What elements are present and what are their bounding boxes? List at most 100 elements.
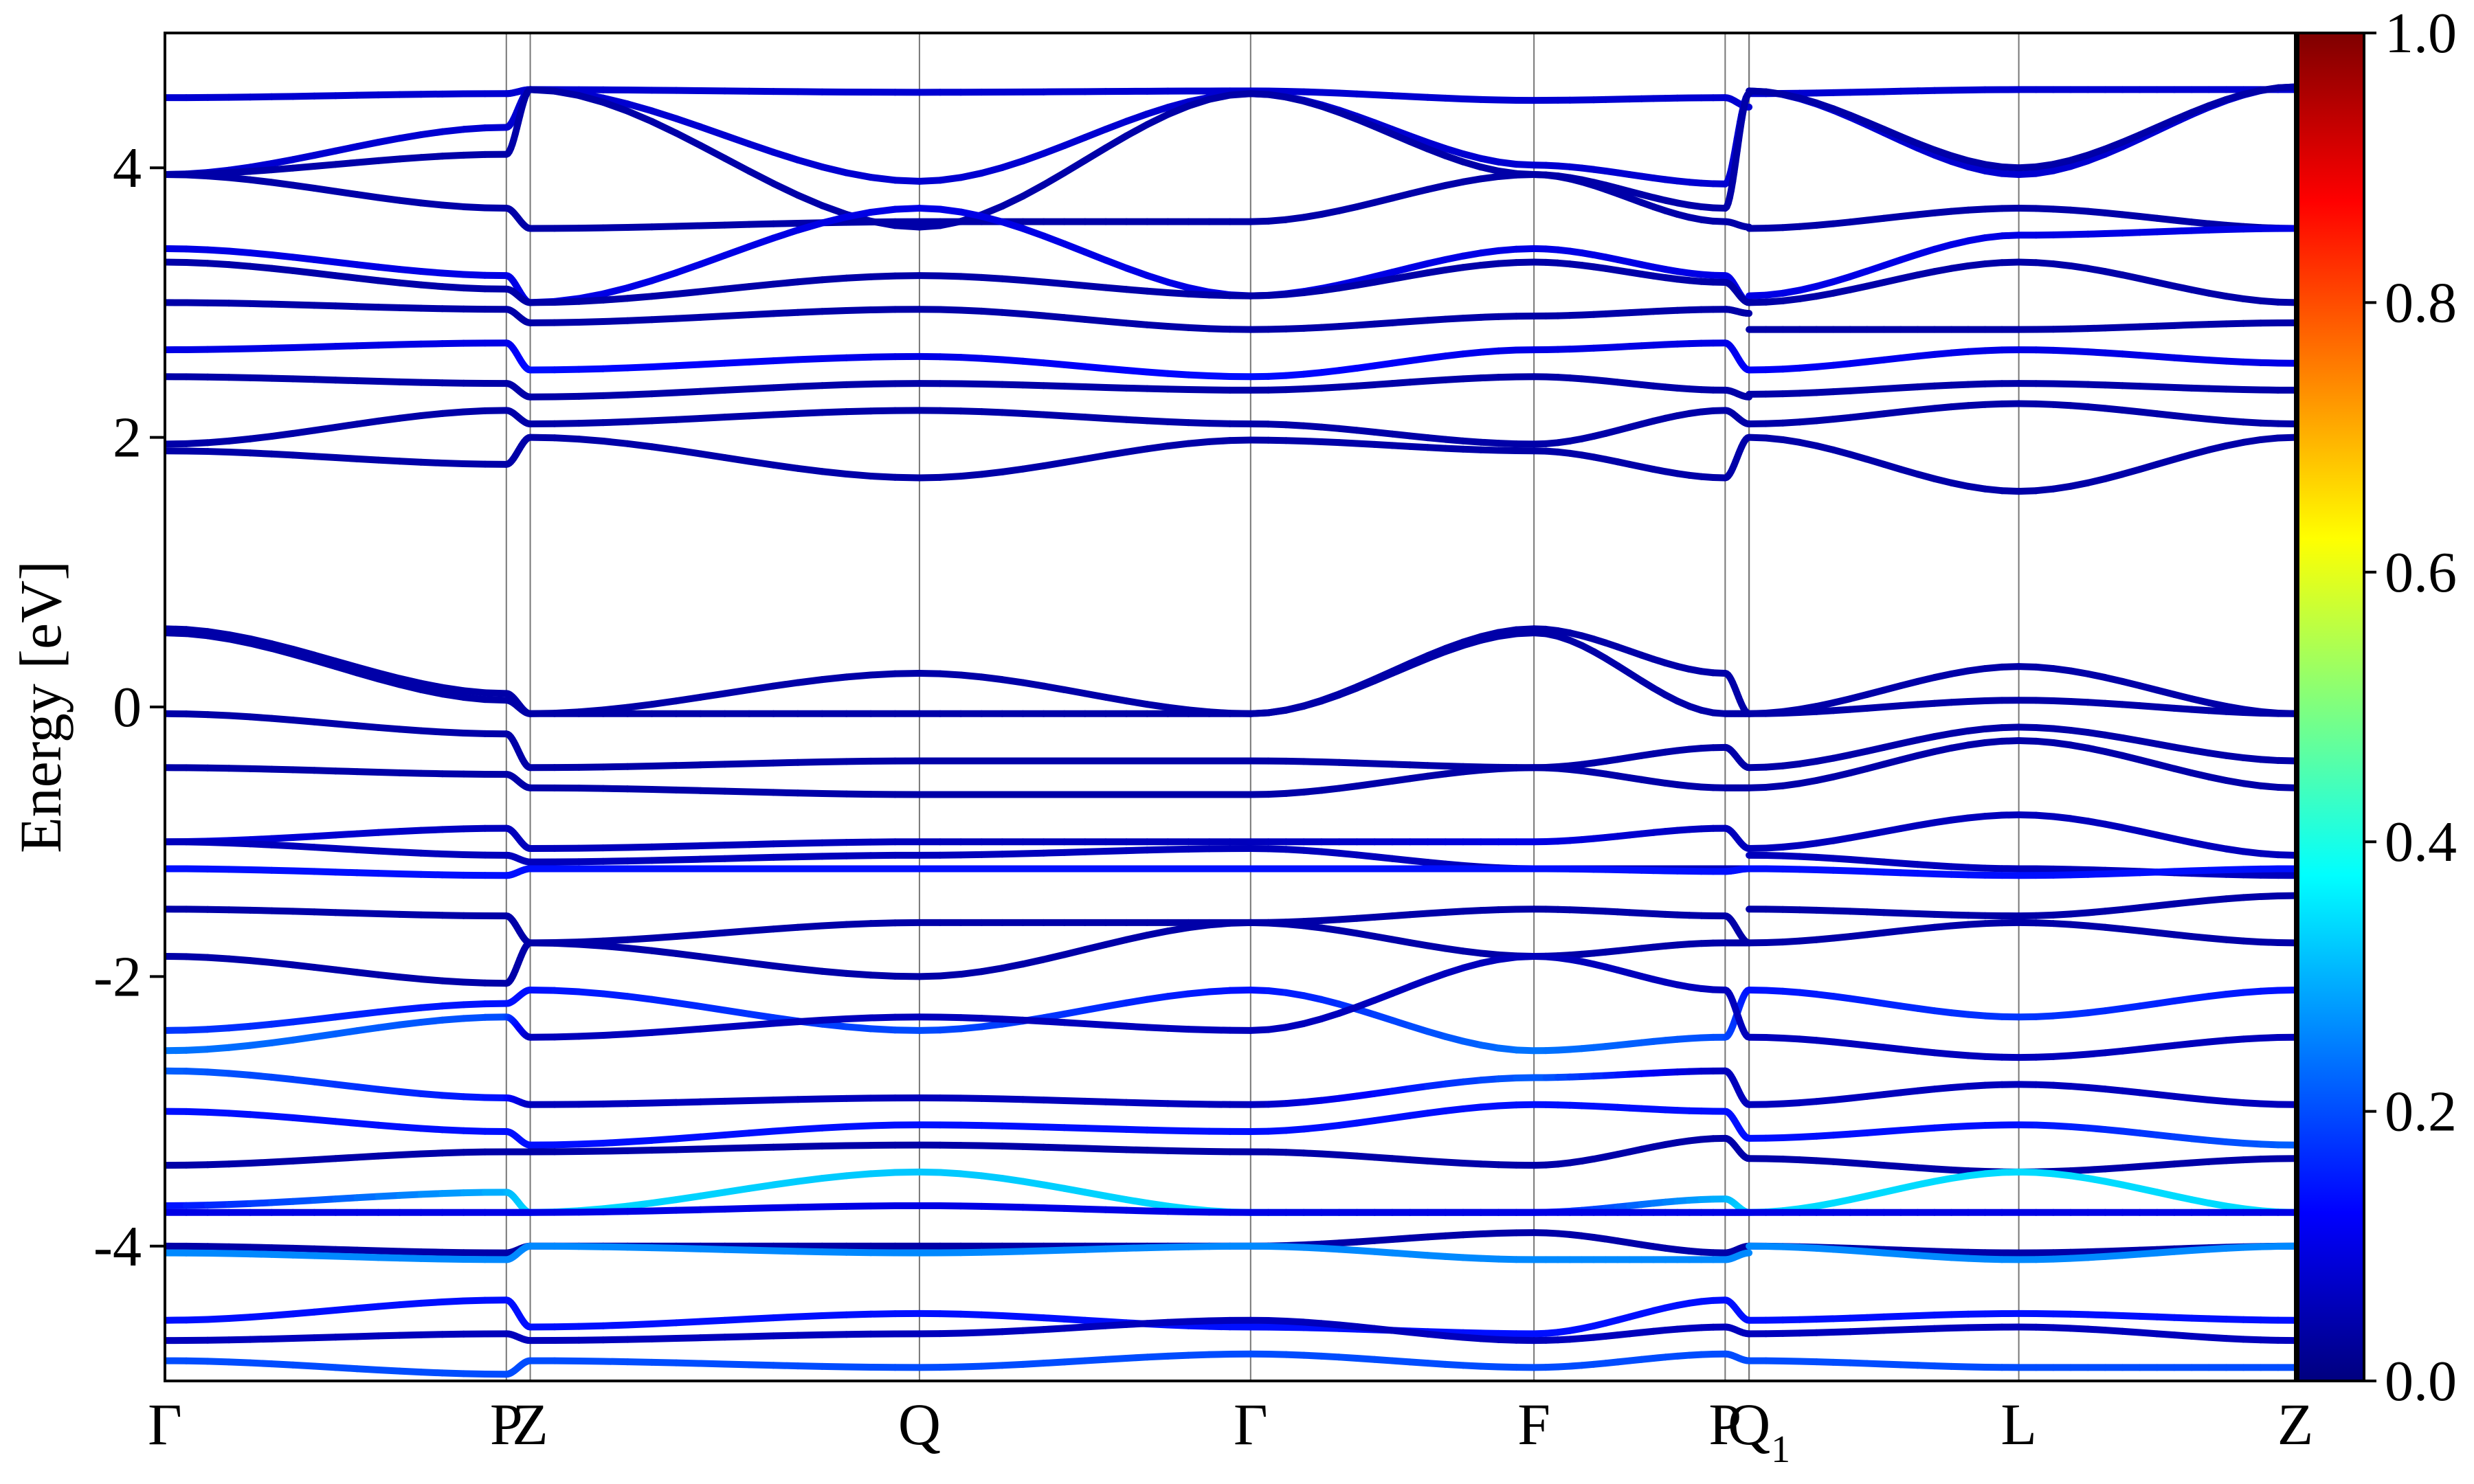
band-segment: [624, 277, 656, 291]
band-segment: [746, 1097, 777, 1104]
band-segment: [204, 172, 233, 181]
band-segment: [268, 251, 297, 261]
band-segment: [957, 208, 985, 220]
band-segment: [311, 376, 339, 384]
band-segment: [794, 853, 826, 861]
kpoint-gridlines: [505, 33, 2020, 1381]
band-segment: [1123, 846, 1151, 855]
band-segment: [311, 831, 339, 840]
band-segment: [1226, 987, 1254, 994]
band-segment: [311, 1078, 339, 1088]
band-line: [165, 1067, 2295, 1108]
x-tick-label: P: [490, 1391, 523, 1457]
band-segment: [794, 1143, 826, 1150]
band-line: [165, 1168, 2295, 1216]
band-segment: [770, 923, 801, 933]
band-segment: [957, 354, 985, 362]
band-segment: [460, 729, 489, 737]
band-segment: [818, 852, 850, 860]
band-segment: [648, 1027, 680, 1036]
band-segment: [1102, 1354, 1130, 1363]
band-segment: [770, 180, 801, 199]
band-segment: [818, 758, 850, 766]
band-segment: [721, 1333, 753, 1341]
band-segment: [1205, 987, 1234, 996]
band-segment: [818, 673, 850, 684]
band-segment: [417, 128, 446, 139]
band-segment: [1040, 1246, 1068, 1255]
band-segment: [599, 990, 632, 1000]
band-segment: [746, 234, 777, 250]
band-segment: [1081, 363, 1109, 372]
band-segment: [697, 313, 728, 321]
band-segment: [550, 1033, 583, 1041]
band-segment: [289, 301, 318, 309]
band-segment: [867, 670, 899, 679]
band-segment: [818, 1311, 850, 1319]
band-segment: [375, 414, 403, 425]
band-segment: [770, 1362, 801, 1370]
band-segment: [311, 1155, 339, 1164]
band-segment: [396, 154, 425, 163]
band-segment: [575, 1139, 607, 1148]
band-segment: [460, 693, 489, 704]
band-segment: [794, 1248, 826, 1256]
band-segment: [978, 203, 1006, 218]
band-segment: [396, 769, 425, 777]
plot-background: [165, 33, 2295, 1381]
band-line: [165, 1134, 2295, 1176]
band-segment: [183, 626, 212, 636]
band-segment: [247, 1111, 276, 1120]
band-segment: [289, 267, 318, 277]
band-segment: [697, 123, 728, 139]
y-axis: -4 -2 0 2 4: [93, 136, 165, 1279]
band-segment: [794, 1175, 826, 1185]
band-segment: [438, 1126, 467, 1134]
band-segment: [311, 718, 339, 728]
band-segment: [332, 188, 361, 199]
band-segment: [183, 1046, 212, 1054]
band-segment: [1060, 314, 1089, 323]
band-segment: [268, 1073, 297, 1083]
band-segment: [818, 1142, 850, 1150]
band-segment: [225, 435, 254, 445]
band-segment: [1060, 946, 1089, 958]
band-segment: [891, 222, 923, 231]
band-segment: [648, 1196, 680, 1207]
band-segment: [794, 965, 826, 975]
y-tick-label: -2: [93, 945, 142, 1009]
band-segment: [1123, 1353, 1151, 1362]
band-segment: [770, 383, 801, 392]
band-segment: [818, 1202, 850, 1211]
band-segment: [672, 361, 704, 370]
band-segment: [794, 1095, 826, 1103]
band-segment: [225, 168, 254, 177]
band-segment: [818, 1331, 850, 1338]
band-segment: [794, 1331, 826, 1339]
band-segment: [794, 1124, 826, 1134]
band-segment: [599, 295, 632, 304]
band-segment: [1123, 1125, 1151, 1134]
band-segment: [624, 1335, 656, 1343]
band-segment: [575, 988, 607, 998]
band-segment: [1123, 1146, 1151, 1154]
band-segment: [225, 955, 254, 965]
band-segment: [417, 976, 446, 985]
band-segment: [353, 910, 382, 918]
y-axis-label: Energy [eV]: [8, 561, 74, 853]
x-tick-label: F: [1517, 1391, 1550, 1457]
band-segment: [247, 1244, 276, 1252]
band-line: [165, 919, 2295, 987]
band-segment: [183, 710, 212, 719]
band-segment: [1102, 1320, 1130, 1329]
band-segment: [526, 987, 558, 994]
band-segment: [438, 1149, 467, 1157]
band-segment: [1123, 121, 1151, 139]
band-segment: [999, 676, 1027, 686]
band-segment: [599, 1031, 632, 1039]
band-segment: [770, 219, 801, 227]
band-segment: [843, 407, 875, 416]
band-segment: [1060, 1323, 1089, 1332]
band-segment: [353, 669, 382, 683]
band-segment: [599, 1243, 632, 1251]
